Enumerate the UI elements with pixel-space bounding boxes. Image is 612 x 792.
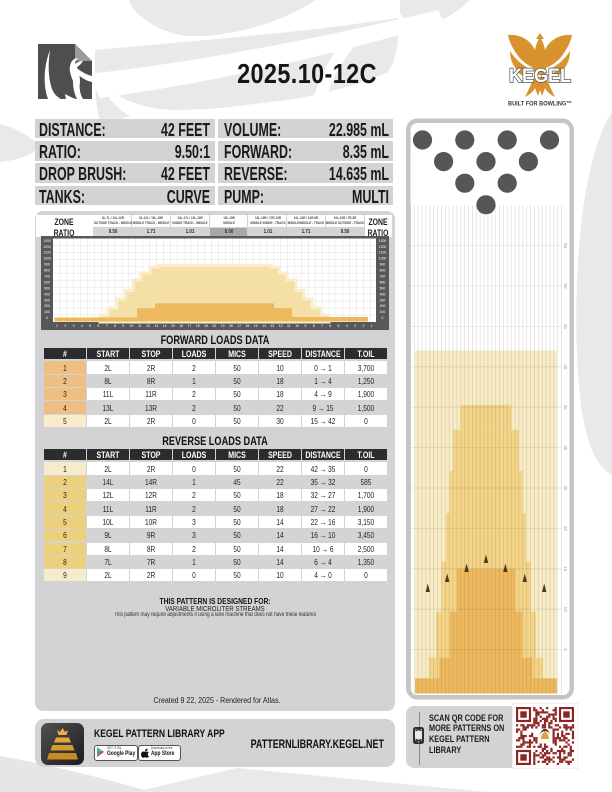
svg-text:2: 2 [362, 324, 364, 328]
svg-text:12: 12 [279, 324, 283, 328]
svg-text:40: 40 [563, 364, 568, 370]
svg-text:18: 18 [196, 324, 200, 328]
svg-text:6: 6 [97, 324, 99, 328]
svg-text:11: 11 [138, 324, 142, 328]
svg-text:6: 6 [329, 324, 331, 328]
svg-text:3: 3 [354, 324, 356, 328]
svg-text:10: 10 [563, 607, 568, 613]
svg-text:20: 20 [563, 526, 568, 532]
svg-text:1: 1 [56, 324, 58, 328]
svg-text:BUILT FOR BOWLING™: BUILT FOR BOWLING™ [508, 101, 572, 108]
svg-text:1200: 1200 [379, 245, 387, 249]
svg-text:400: 400 [44, 292, 50, 296]
svg-text:600: 600 [44, 280, 50, 284]
svg-text:800: 800 [44, 269, 50, 273]
svg-text:KEGEL: KEGEL [509, 66, 571, 87]
svg-text:35: 35 [563, 405, 568, 411]
svg-text:19: 19 [204, 324, 208, 328]
svg-text:1: 1 [371, 324, 373, 328]
svg-text:900: 900 [44, 263, 50, 267]
svg-text:8: 8 [114, 324, 116, 328]
svg-text:19: 19 [221, 324, 225, 328]
svg-text:3: 3 [73, 324, 75, 328]
svg-text:1000: 1000 [379, 257, 387, 261]
svg-text:700: 700 [44, 275, 50, 279]
svg-text:700: 700 [380, 275, 386, 279]
svg-text:800: 800 [380, 269, 386, 273]
svg-text:100: 100 [44, 310, 50, 314]
svg-text:1100: 1100 [43, 251, 50, 255]
svg-text:13: 13 [155, 324, 159, 328]
svg-text:2: 2 [64, 324, 66, 328]
svg-text:1200: 1200 [43, 245, 51, 249]
svg-text:200: 200 [44, 304, 50, 308]
svg-text:16: 16 [179, 324, 183, 328]
svg-text:600: 600 [380, 280, 386, 284]
svg-text:50: 50 [563, 283, 568, 289]
svg-text:1300: 1300 [43, 239, 51, 243]
svg-text:5: 5 [89, 324, 91, 328]
svg-text:8: 8 [313, 324, 315, 328]
svg-text:10: 10 [130, 324, 134, 328]
svg-text:15: 15 [171, 324, 175, 328]
svg-text:1300: 1300 [379, 239, 387, 243]
svg-text:400: 400 [380, 292, 386, 296]
svg-text:16: 16 [246, 324, 250, 328]
svg-text:17: 17 [237, 324, 241, 328]
svg-text:4: 4 [346, 324, 348, 328]
svg-text:1100: 1100 [379, 251, 386, 255]
svg-text:55: 55 [563, 243, 568, 249]
svg-text:300: 300 [44, 298, 50, 302]
svg-text:7: 7 [106, 324, 108, 328]
svg-text:11: 11 [287, 324, 291, 328]
svg-text:17: 17 [188, 324, 192, 328]
svg-text:9: 9 [122, 324, 124, 328]
svg-text:200: 200 [380, 304, 386, 308]
svg-text:100: 100 [380, 310, 386, 314]
svg-text:9: 9 [304, 324, 306, 328]
svg-text:1000: 1000 [43, 257, 51, 261]
svg-text:500: 500 [380, 286, 386, 290]
svg-text:0: 0 [382, 316, 384, 320]
svg-text:500: 500 [44, 286, 50, 290]
svg-text:10: 10 [295, 324, 299, 328]
svg-text:13: 13 [270, 324, 274, 328]
svg-text:14: 14 [163, 324, 167, 328]
svg-text:25: 25 [563, 485, 568, 491]
svg-text:30: 30 [563, 445, 568, 451]
svg-text:4: 4 [81, 324, 83, 328]
svg-text:12: 12 [146, 324, 150, 328]
svg-text:14: 14 [262, 324, 266, 328]
svg-text:20: 20 [212, 324, 216, 328]
svg-text:5: 5 [338, 324, 340, 328]
svg-text:7: 7 [321, 324, 323, 328]
svg-text:5: 5 [563, 648, 568, 651]
svg-text:900: 900 [380, 263, 386, 267]
svg-text:18: 18 [229, 324, 233, 328]
svg-text:15: 15 [254, 324, 258, 328]
svg-text:300: 300 [380, 298, 386, 302]
svg-text:45: 45 [563, 324, 568, 330]
svg-text:0: 0 [46, 316, 48, 320]
svg-text:15: 15 [563, 566, 568, 572]
